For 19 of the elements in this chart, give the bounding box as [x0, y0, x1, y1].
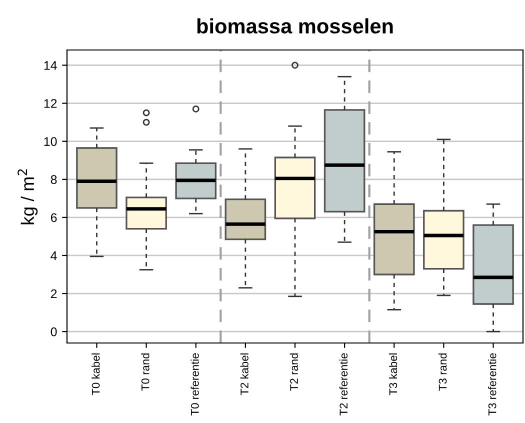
x-tick-label: T0 kabel	[92, 353, 100, 396]
y-tick-label: 6	[50, 213, 57, 222]
x-tick-label: T2 rand	[290, 353, 298, 391]
x-tick-label: T2 kabel	[240, 353, 248, 396]
x-tick-label: T3 kabel	[388, 353, 398, 396]
chart-title: biomassa mosselen	[197, 18, 393, 34]
y-tick-label: 2	[50, 289, 57, 298]
x-tick-label: T0 rand	[141, 353, 150, 391]
y-tick-label: 0	[50, 327, 57, 336]
x-tick-label: T3 referentie	[488, 353, 496, 416]
y-tick-label: 4	[50, 251, 57, 260]
y-tick-label: 10	[44, 137, 57, 146]
y-tick-label: 12	[44, 99, 57, 108]
y-tick-label: 8	[50, 175, 57, 184]
x-tick-label: T0 referentie	[190, 353, 199, 416]
x-tick-label: T2 referentie	[339, 353, 348, 416]
y-tick-label: 14	[44, 61, 57, 70]
x-tick-label: T3 rand	[438, 353, 447, 391]
y-axis-title: kg / m$^{2}$	[18, 169, 38, 224]
